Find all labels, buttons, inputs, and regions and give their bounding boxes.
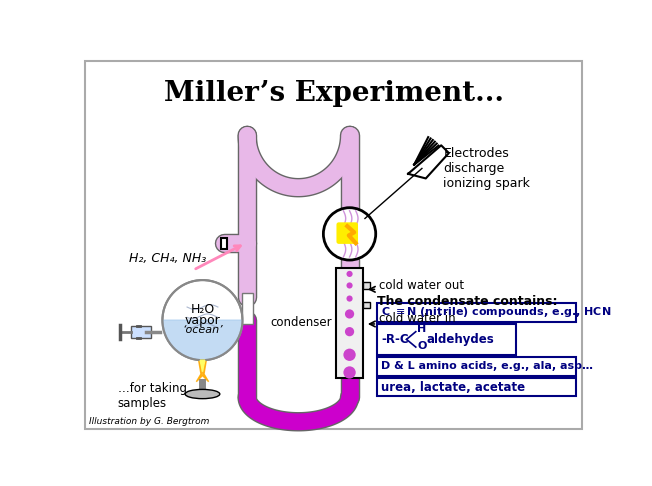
Text: urea, lactate, acetate: urea, lactate, acetate [381, 381, 526, 394]
Text: H: H [417, 324, 426, 333]
Circle shape [346, 271, 353, 277]
Polygon shape [162, 320, 243, 360]
Text: D & L amino acids, e.g., ala, asp…: D & L amino acids, e.g., ala, asp… [381, 361, 593, 371]
Circle shape [323, 208, 376, 260]
Text: H₂O: H₂O [190, 303, 215, 316]
Text: The condensate contains:: The condensate contains: [378, 295, 557, 309]
Text: cold water in: cold water in [379, 312, 456, 325]
Circle shape [345, 327, 354, 336]
Bar [336, 268, 363, 378]
Ellipse shape [185, 389, 220, 399]
Text: condenser: condenser [270, 316, 332, 330]
Bar [378, 303, 576, 322]
Text: H₂, CH₄, NH₃: H₂, CH₄, NH₃ [129, 252, 207, 265]
Bar [378, 324, 516, 355]
Bar [378, 357, 576, 376]
Text: cold water out: cold water out [379, 279, 464, 292]
Bar [363, 282, 370, 289]
Text: Electrodes
discharge
ionizing spark: Electrodes discharge ionizing spark [443, 147, 530, 190]
Text: Illustration by G. Bergtrom: Illustration by G. Bergtrom [89, 417, 210, 426]
Circle shape [346, 282, 353, 289]
Text: O: O [417, 341, 426, 350]
Text: aldehydes: aldehydes [426, 333, 494, 346]
Bar [363, 302, 370, 308]
Circle shape [344, 366, 356, 379]
Polygon shape [200, 360, 205, 372]
FancyBboxPatch shape [336, 222, 358, 244]
Circle shape [162, 280, 243, 360]
Text: Miller’s Experiment...: Miller’s Experiment... [164, 80, 504, 107]
Text: ‘ocean’: ‘ocean’ [182, 325, 223, 335]
Bar [242, 293, 252, 324]
Bar [221, 238, 227, 248]
Bar [131, 326, 151, 338]
Text: vapor: vapor [185, 314, 220, 327]
Polygon shape [196, 360, 209, 382]
Circle shape [346, 295, 353, 302]
Text: -R-C: -R-C [381, 333, 409, 346]
Text: …for taking
samples: …for taking samples [118, 382, 186, 410]
Circle shape [345, 310, 354, 319]
Text: C $\equiv$N (nitrile) compounds, e.g., HCN: C $\equiv$N (nitrile) compounds, e.g., H… [381, 305, 612, 319]
Bar [378, 378, 576, 397]
Circle shape [344, 348, 356, 361]
